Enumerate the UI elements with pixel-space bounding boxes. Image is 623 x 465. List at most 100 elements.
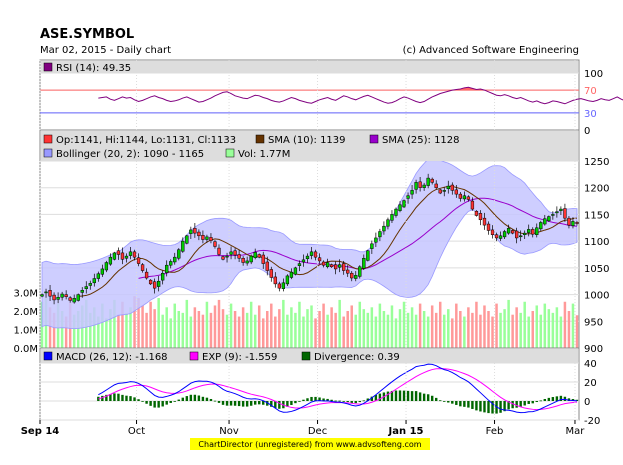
volume-bar <box>245 312 249 348</box>
volume-bar <box>310 305 313 348</box>
divergence-bar <box>169 401 172 403</box>
volume-bar <box>443 314 446 348</box>
divergence-bar <box>125 395 128 401</box>
divergence-bar <box>459 401 462 407</box>
candle-body <box>205 236 209 240</box>
volume-bar <box>117 314 120 348</box>
volume-bar <box>447 309 450 348</box>
volume-bar <box>491 316 494 348</box>
price-legend-label: SMA (10): 1139 <box>268 135 346 146</box>
volume-bar <box>217 299 221 348</box>
candle-body <box>148 279 153 285</box>
divergence-bar <box>483 401 486 413</box>
divergence-bar <box>394 390 398 401</box>
volume-bar <box>559 316 563 348</box>
volume-bar <box>523 301 526 348</box>
volume-bar <box>563 301 567 348</box>
candle-body <box>354 275 358 279</box>
volume-bar <box>137 298 140 348</box>
divergence-bar <box>298 401 301 402</box>
divergence-bar <box>241 401 245 407</box>
rsi-legend-label: RSI (14): 49.35 <box>56 63 131 74</box>
divergence-bar <box>370 396 374 401</box>
candle-body <box>265 261 269 271</box>
divergence-bar <box>253 401 257 405</box>
volume-bar <box>157 298 160 348</box>
candle-body <box>112 252 117 260</box>
candle-body <box>305 255 310 260</box>
footer-text: ChartDirector (unregistered) from www.ad… <box>198 440 421 449</box>
volume-bar <box>475 301 478 348</box>
divergence-bar <box>225 401 229 406</box>
candle-body <box>547 216 551 222</box>
candle-body <box>237 254 241 259</box>
divergence-bar <box>209 398 213 401</box>
candle-body <box>297 263 302 266</box>
divergence-bar <box>117 393 120 401</box>
candle-body <box>458 193 462 199</box>
divergence-bar <box>471 401 474 409</box>
candle-body <box>128 251 133 256</box>
candle-body <box>201 235 205 240</box>
candle-body <box>410 190 414 195</box>
rsi-tick-label: 0 <box>584 126 590 137</box>
bollinger-band-area <box>41 157 578 330</box>
price-tick-label: 1100 <box>584 237 609 248</box>
candle-body <box>510 230 515 234</box>
volume-bar <box>257 305 261 348</box>
x-tick-label: Jan 15 <box>388 426 424 437</box>
volume-bar <box>370 307 374 348</box>
volume-bar <box>161 314 164 348</box>
divergence-bar <box>121 394 124 401</box>
volume-bar <box>221 309 225 348</box>
volume-bar <box>511 314 514 348</box>
volume-bar <box>575 315 579 348</box>
divergence-bar <box>430 395 434 401</box>
volume-bar <box>105 318 108 348</box>
candle-body <box>144 271 149 279</box>
candle-body <box>289 271 294 278</box>
candle-body <box>506 228 511 234</box>
volume-bar <box>366 312 370 348</box>
volume-bar <box>555 307 559 348</box>
volume-bar <box>406 312 410 348</box>
volume-bar <box>314 318 317 348</box>
divergence-bar <box>390 390 394 401</box>
rsi-legend-swatch <box>43 62 53 72</box>
candle-body <box>430 178 434 183</box>
candle-body <box>523 232 527 235</box>
volume-bar <box>270 303 273 348</box>
divergence-bar <box>398 390 402 401</box>
volume-bar <box>378 303 382 348</box>
volume-bar <box>334 312 337 348</box>
candle-body <box>535 227 539 235</box>
candle-body <box>494 234 499 239</box>
price-legend-swatch <box>225 148 235 158</box>
candle-body <box>434 183 438 188</box>
divergence-bar <box>270 401 273 407</box>
candle-body <box>414 182 418 190</box>
divergence-bar <box>342 401 345 402</box>
divergence-bar <box>503 401 506 412</box>
candle-body <box>482 217 487 226</box>
volume-bar <box>101 303 104 348</box>
divergence-bar <box>358 401 361 403</box>
divergence-bar <box>105 394 108 401</box>
divergence-bar <box>161 401 164 407</box>
volume-bar <box>531 311 534 348</box>
volume-bar <box>193 307 197 348</box>
candle-body <box>132 251 137 258</box>
divergence-bar <box>334 400 337 402</box>
volume-bar <box>181 312 185 348</box>
volume-bar <box>362 309 366 348</box>
volume-bar <box>467 307 470 348</box>
candle-body <box>52 294 56 301</box>
volume-bar <box>354 314 358 348</box>
candle-body <box>241 257 245 263</box>
volume-bar <box>386 314 390 348</box>
volume-bar <box>519 312 522 348</box>
candle-body <box>197 231 201 237</box>
volume-bar <box>282 299 285 348</box>
divergence-bar <box>101 395 104 401</box>
candle-body <box>442 190 446 192</box>
